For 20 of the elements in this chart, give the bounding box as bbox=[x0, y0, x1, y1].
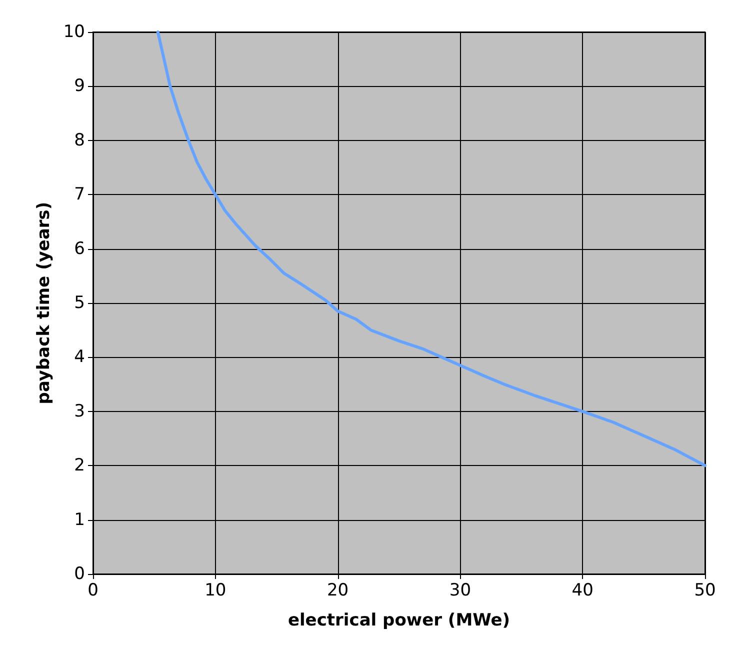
y-tick-label: 3 bbox=[74, 401, 85, 422]
x-tick-label: 10 bbox=[204, 580, 226, 600]
y-tick-label: 8 bbox=[74, 130, 85, 150]
y-tick-label: 5 bbox=[74, 293, 85, 313]
x-tick-label: 50 bbox=[694, 580, 716, 600]
x-axis-title: electrical power (MWe) bbox=[288, 610, 510, 630]
y-tick-label: 10 bbox=[63, 22, 85, 42]
x-tick-label: 40 bbox=[572, 580, 594, 600]
x-tick-label: 20 bbox=[326, 580, 349, 600]
y-tick-label: 6 bbox=[74, 238, 85, 259]
y-tick-label: 4 bbox=[74, 347, 85, 368]
y-tick-label: 2 bbox=[74, 456, 85, 476]
x-tick-label: 0 bbox=[88, 580, 98, 600]
y-tick-label: 0 bbox=[74, 564, 85, 584]
y-tick-label: 7 bbox=[74, 184, 85, 205]
x-tick-label: 30 bbox=[449, 580, 472, 600]
y-tick-label: 9 bbox=[74, 76, 85, 96]
y-tick-label: 1 bbox=[74, 510, 85, 530]
y-axis-title: payback time (years) bbox=[34, 202, 54, 404]
line-series bbox=[156, 30, 706, 468]
